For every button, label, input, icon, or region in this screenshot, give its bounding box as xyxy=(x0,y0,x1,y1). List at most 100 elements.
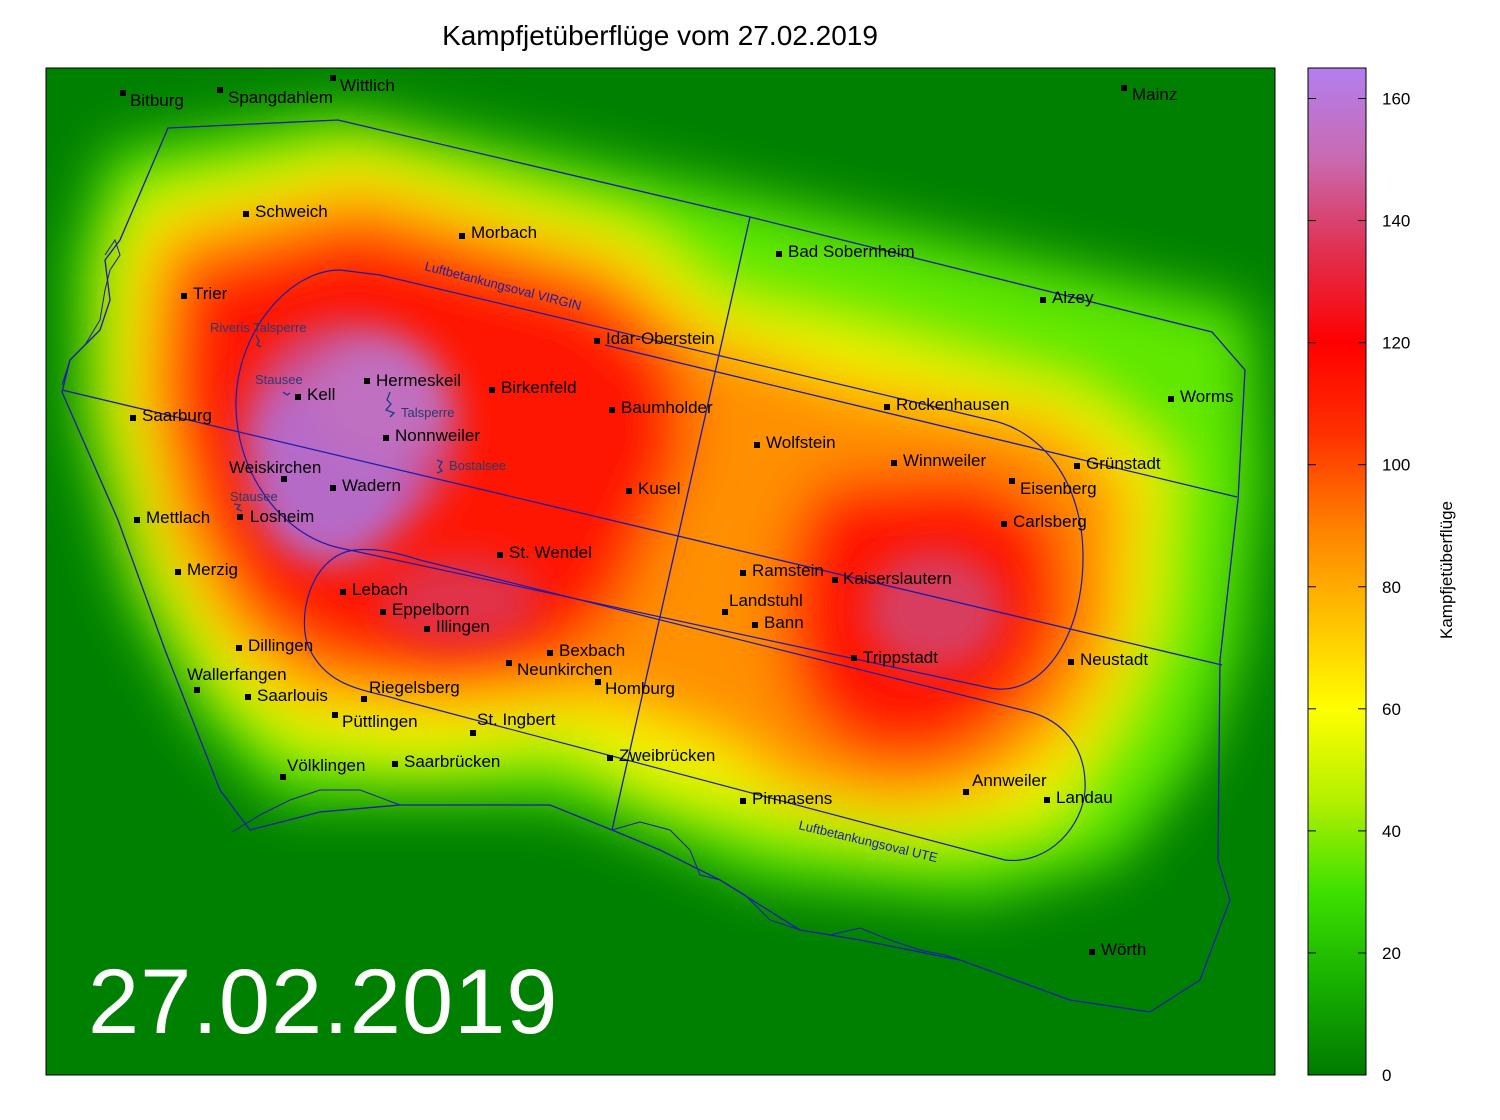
city-marker xyxy=(506,660,512,666)
talsperre-shape xyxy=(384,391,396,418)
city-label: Merzig xyxy=(187,560,238,579)
city-label: Eisenberg xyxy=(1020,479,1097,498)
city-label: Trippstadt xyxy=(863,648,938,667)
city-label: Wittlich xyxy=(340,76,395,95)
city-label: Bad Sobernheim xyxy=(788,242,915,261)
city-label: Saarlouis xyxy=(257,686,328,705)
colorbar-tick-label: 80 xyxy=(1382,578,1401,597)
city-marker xyxy=(332,712,338,718)
city-label: St. Ingbert xyxy=(477,710,556,729)
city-label: Bann xyxy=(764,613,804,632)
city-marker xyxy=(1068,659,1074,665)
city-marker xyxy=(424,626,430,632)
city-label: Worms xyxy=(1180,387,1234,406)
city-marker xyxy=(245,694,251,700)
city-marker xyxy=(740,570,746,576)
city-label: Dillingen xyxy=(248,636,313,655)
city-marker xyxy=(1089,949,1095,955)
city-label: Landstuhl xyxy=(729,591,803,610)
city-marker xyxy=(752,622,758,628)
riveris-talsperre-shape xyxy=(255,334,262,348)
city-marker xyxy=(851,655,857,661)
city-label: Neunkirchen xyxy=(517,660,612,679)
colorbar-tick-label: 20 xyxy=(1382,944,1401,963)
city-marker xyxy=(497,552,503,558)
city-label: Illingen xyxy=(436,617,490,636)
colorbar-tick-label: 60 xyxy=(1382,700,1401,719)
plot-frame xyxy=(45,67,1276,1076)
city-label: Rockenhausen xyxy=(896,395,1009,414)
city-marker xyxy=(237,514,243,520)
city-label: Wolfstein xyxy=(766,433,836,452)
colorbar-tick-label: 160 xyxy=(1382,90,1410,109)
city-marker xyxy=(281,476,287,482)
refueling-ovals xyxy=(235,269,1086,861)
city-marker xyxy=(832,577,838,583)
city-label: Landau xyxy=(1056,788,1113,807)
city-label: Ramstein xyxy=(752,561,824,580)
city-marker xyxy=(1168,396,1174,402)
city-marker xyxy=(754,442,760,448)
city-label: Weiskirchen xyxy=(229,458,321,477)
water-label: Talsperre xyxy=(401,405,454,420)
city-label: Trier xyxy=(193,284,228,303)
city-label: Wörth xyxy=(1101,940,1146,959)
city-label: Püttlingen xyxy=(342,712,418,731)
city-marker xyxy=(884,404,890,410)
city-label: Wallerfangen xyxy=(187,665,287,684)
city-marker xyxy=(280,774,286,780)
city-marker xyxy=(547,650,553,656)
city-marker xyxy=(361,696,367,702)
city-marker xyxy=(217,87,223,93)
city-label: Kell xyxy=(307,385,335,404)
city-label: Idar-Oberstein xyxy=(606,329,715,348)
city-label: Baumholder xyxy=(621,398,713,417)
city-marker xyxy=(470,730,476,736)
region-borders xyxy=(61,119,1246,1013)
national-border xyxy=(61,238,961,961)
city-marker xyxy=(330,75,336,81)
city-marker xyxy=(120,90,126,96)
city-marker xyxy=(1074,463,1080,469)
city-marker xyxy=(594,338,600,344)
stausee-losheim-shape xyxy=(233,503,243,512)
city-marker xyxy=(963,789,969,795)
city-label: Bexbach xyxy=(559,641,625,660)
city-marker xyxy=(175,569,181,575)
city-label: Bitburg xyxy=(130,91,184,110)
city-marker xyxy=(130,415,136,421)
date-overlay: 27.02.2019 xyxy=(88,951,559,1053)
city-label: Mainz xyxy=(1132,85,1177,104)
city-marker xyxy=(626,488,632,494)
city-label: Eppelborn xyxy=(392,600,470,619)
city-marker xyxy=(776,251,782,257)
colorbar-gradient xyxy=(1307,67,1367,1076)
city-label: St. Wendel xyxy=(509,543,592,562)
city-marker xyxy=(609,407,615,413)
colorbar-ticks: 0 20 40 60 80 100 120 140 160 xyxy=(1308,90,1410,1085)
city-label: Morbach xyxy=(471,223,537,242)
colorbar-label: Kampfjetüberflüge xyxy=(1437,501,1456,639)
city-label: Annweiler xyxy=(972,771,1047,790)
colorbar: 0 20 40 60 80 100 120 140 160 xyxy=(1307,67,1410,1085)
city-label: Winnweiler xyxy=(903,451,986,470)
city-marker xyxy=(595,679,601,685)
city-label: Saarburg xyxy=(142,406,212,425)
colorbar-tick-label: 120 xyxy=(1382,334,1410,353)
city-layer: Bitburg Spangdahlem Wittlich Mainz Schweich M… xyxy=(120,75,1234,959)
water-label: Stausee xyxy=(255,372,303,387)
city-label: Birkenfeld xyxy=(501,378,577,397)
city-label: Carlsberg xyxy=(1013,512,1087,531)
city-marker xyxy=(236,645,242,651)
city-label: Hermeskeil xyxy=(376,371,461,390)
city-label: Kusel xyxy=(638,479,681,498)
city-marker xyxy=(295,394,301,400)
city-marker xyxy=(340,589,346,595)
city-label: Schweich xyxy=(255,202,328,221)
city-label: Riegelsberg xyxy=(369,678,460,697)
city-label: Nonnweiler xyxy=(395,426,480,445)
city-marker xyxy=(134,517,140,523)
city-marker xyxy=(489,387,495,393)
city-marker xyxy=(330,485,336,491)
city-label: Alzey xyxy=(1052,288,1094,307)
